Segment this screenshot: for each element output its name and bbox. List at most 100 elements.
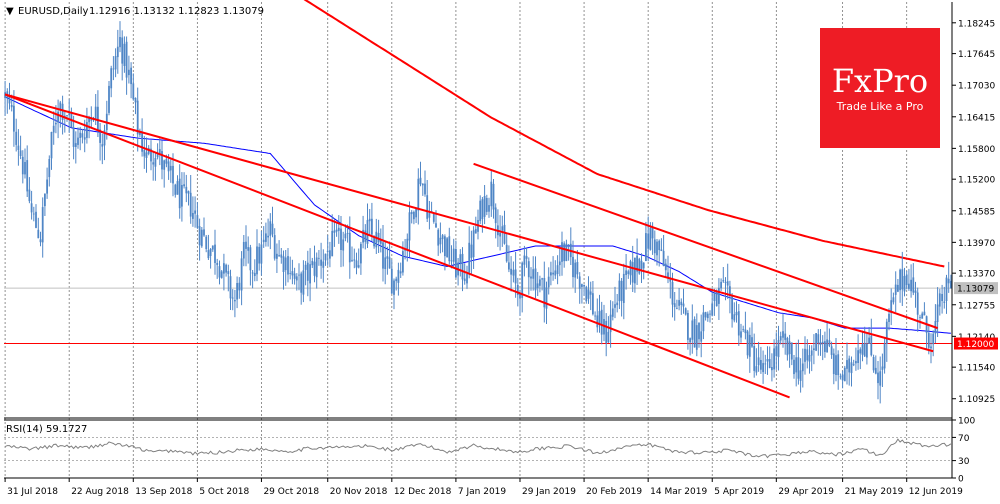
candle-body <box>558 261 561 266</box>
candle-body <box>700 331 703 342</box>
candle-body <box>205 236 208 249</box>
symbol-dropdown-icon[interactable]: ▼ <box>6 6 14 17</box>
date-tick-label: 13 Sep 2018 <box>135 487 192 497</box>
candle-body <box>79 132 82 138</box>
candle-body <box>828 340 831 346</box>
candle-body <box>704 312 707 318</box>
candle-body <box>74 143 77 147</box>
candle-body <box>903 276 906 292</box>
candle-body <box>326 251 329 252</box>
candle-body <box>32 213 35 215</box>
candle-body <box>360 243 362 264</box>
candle-body <box>452 248 455 262</box>
candle-body <box>713 293 716 301</box>
candle-body <box>519 293 521 299</box>
candle-body <box>936 304 939 322</box>
candle-body <box>276 253 278 259</box>
candle-body <box>718 287 720 304</box>
price-tick-label: 1.12755 <box>958 301 995 311</box>
candle-body <box>788 341 791 355</box>
candle-body <box>24 162 26 175</box>
candle-body <box>508 262 510 270</box>
candle-body <box>715 291 718 307</box>
candle-body <box>748 334 751 357</box>
candle-body <box>156 153 159 158</box>
candle-body <box>121 37 124 64</box>
candle-body <box>835 355 837 375</box>
candle-body <box>671 281 674 305</box>
candle-body <box>855 361 857 364</box>
candle-body <box>490 181 493 207</box>
candle-body <box>112 68 115 70</box>
price-tick-label: 1.13970 <box>958 239 995 249</box>
candle-body <box>337 227 340 231</box>
candle-body <box>273 235 276 259</box>
candle-body <box>726 281 729 286</box>
candle-body <box>81 133 84 138</box>
candle-body <box>779 336 782 341</box>
candle-body <box>651 227 654 239</box>
candle-body <box>470 244 473 258</box>
candle-body <box>729 286 731 297</box>
candle-body <box>837 354 840 376</box>
candle-body <box>932 333 935 345</box>
candle-body <box>625 270 627 275</box>
candle-body <box>720 281 722 289</box>
candle-body <box>874 367 877 374</box>
candle-body <box>793 359 795 375</box>
candle-body <box>214 244 216 263</box>
candle-body <box>393 280 395 295</box>
candle-body <box>941 294 943 301</box>
trend-channels <box>4 93 938 399</box>
date-tick-label: 12 Dec 2018 <box>394 487 452 497</box>
candle-body <box>125 41 128 78</box>
candle-body <box>388 257 391 269</box>
candle-body <box>649 227 652 250</box>
candle-body <box>77 137 79 145</box>
candle-body <box>587 289 590 299</box>
candle-body <box>669 277 672 282</box>
candle-body <box>8 96 11 104</box>
candle-body <box>733 314 736 321</box>
candle-body <box>479 200 482 222</box>
candle-body <box>901 269 904 290</box>
candle-body <box>806 349 809 361</box>
candle-body <box>435 223 437 228</box>
candle-body <box>353 259 356 261</box>
candle-body <box>693 319 696 348</box>
candle-body <box>514 269 517 284</box>
candle-body <box>488 205 490 212</box>
candle-body <box>271 223 274 235</box>
secondary-channel-line <box>473 162 938 330</box>
candle-body <box>196 215 199 228</box>
candle-body <box>912 277 915 293</box>
candle-body <box>446 238 448 258</box>
candle-body <box>167 161 170 172</box>
candle-body <box>318 257 320 259</box>
candle-body <box>163 160 166 170</box>
candle-body <box>682 303 685 307</box>
candle-body <box>647 233 650 249</box>
candle-body <box>634 257 636 284</box>
axes: 1.18245 1.17645 1.17030 1.16415 1.15800 1.152… <box>4 2 995 497</box>
candle-body <box>797 357 800 379</box>
candle-body <box>839 376 842 378</box>
candle-body <box>556 265 559 274</box>
candle-body <box>645 233 647 261</box>
candle-body <box>572 256 574 278</box>
candle-body <box>402 251 404 273</box>
price-tick-label: 1.15200 <box>958 176 995 186</box>
candle-body <box>265 233 267 242</box>
candle-body <box>916 292 919 315</box>
candle-body <box>609 314 612 333</box>
candle-body <box>897 284 899 292</box>
candle-body <box>536 283 539 289</box>
symbol-label: EURUSD,Daily <box>18 6 89 17</box>
rsi-line <box>4 438 952 459</box>
candle-body <box>857 350 859 363</box>
candle-body <box>229 276 232 299</box>
candle-body <box>432 213 435 222</box>
candle-body <box>505 244 508 262</box>
